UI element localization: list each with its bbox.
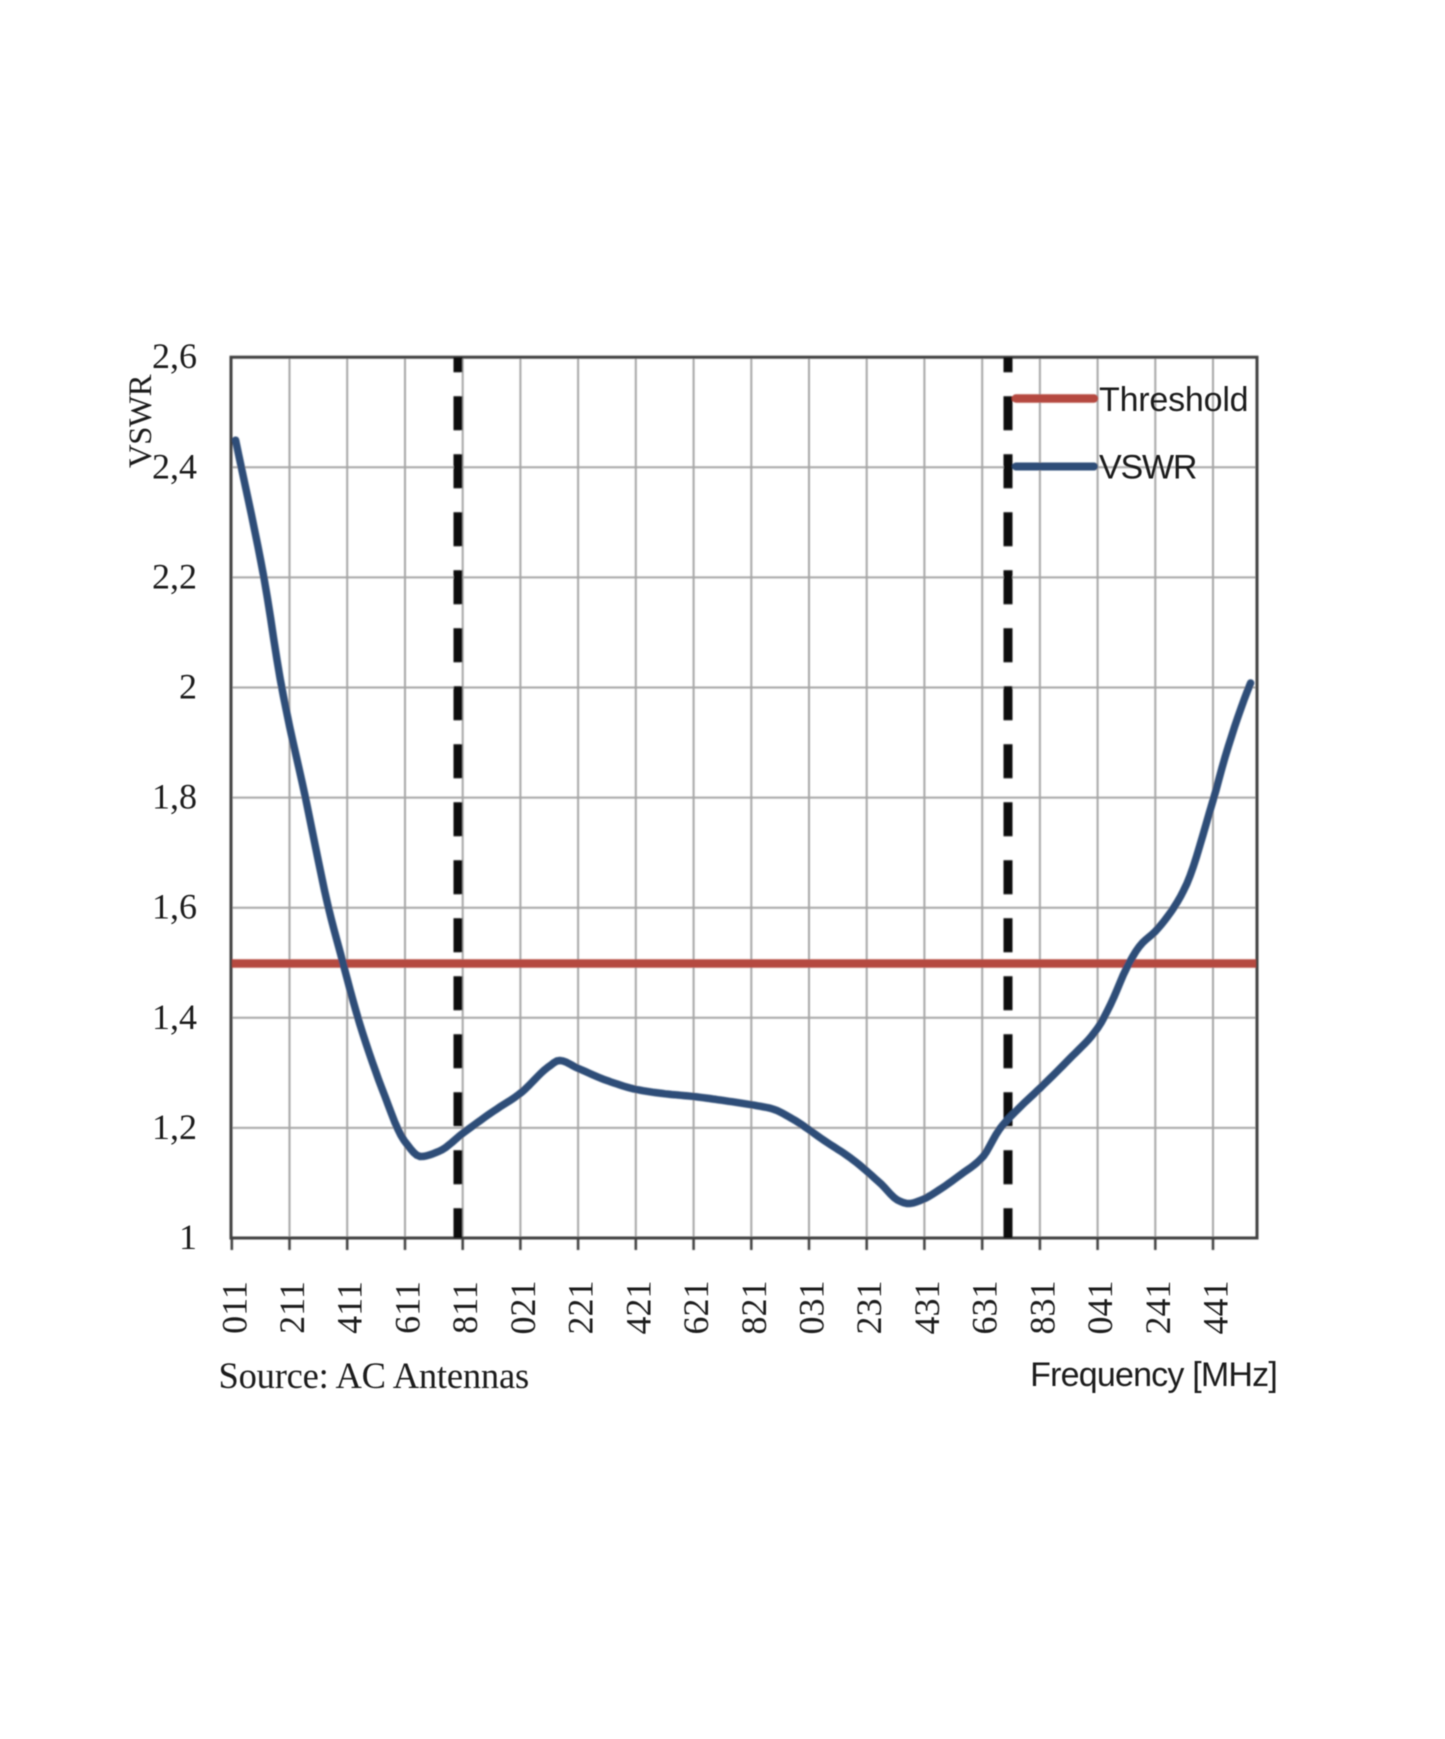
- svg-text:031: 031: [792, 1281, 832, 1335]
- svg-text:821: 821: [734, 1281, 774, 1335]
- svg-text:231: 231: [849, 1281, 889, 1335]
- svg-text:241: 241: [1138, 1281, 1178, 1335]
- svg-text:2,6: 2,6: [152, 336, 197, 376]
- svg-text:1,6: 1,6: [152, 887, 197, 927]
- svg-text:2: 2: [179, 667, 197, 707]
- svg-text:2,4: 2,4: [152, 446, 197, 486]
- svg-text:Source: AC Antennas: Source: AC Antennas: [219, 1355, 529, 1396]
- svg-text:421: 421: [618, 1281, 658, 1335]
- svg-text:831: 831: [1022, 1281, 1062, 1335]
- svg-text:1,2: 1,2: [152, 1107, 197, 1147]
- svg-text:211: 211: [272, 1281, 312, 1334]
- svg-text:2,2: 2,2: [152, 556, 197, 596]
- svg-text:631: 631: [965, 1281, 1005, 1335]
- svg-text:441: 441: [1196, 1281, 1236, 1335]
- svg-text:1,8: 1,8: [152, 777, 197, 817]
- svg-text:431: 431: [907, 1281, 947, 1335]
- svg-text:411: 411: [330, 1281, 370, 1334]
- svg-text:VSWR: VSWR: [123, 374, 159, 468]
- svg-text:221: 221: [561, 1281, 601, 1335]
- svg-text:1,4: 1,4: [152, 997, 197, 1037]
- svg-text:621: 621: [676, 1281, 716, 1335]
- svg-text:041: 041: [1080, 1281, 1120, 1335]
- svg-text:811: 811: [445, 1281, 485, 1334]
- svg-text:Threshold: Threshold: [1099, 381, 1248, 419]
- svg-text:1: 1: [179, 1217, 197, 1257]
- svg-text:011: 011: [214, 1281, 254, 1334]
- svg-text:021: 021: [503, 1281, 543, 1335]
- svg-text:Frequency [MHz]: Frequency [MHz]: [1030, 1356, 1277, 1394]
- svg-text:VSWR: VSWR: [1099, 449, 1196, 487]
- svg-text:611: 611: [388, 1281, 428, 1334]
